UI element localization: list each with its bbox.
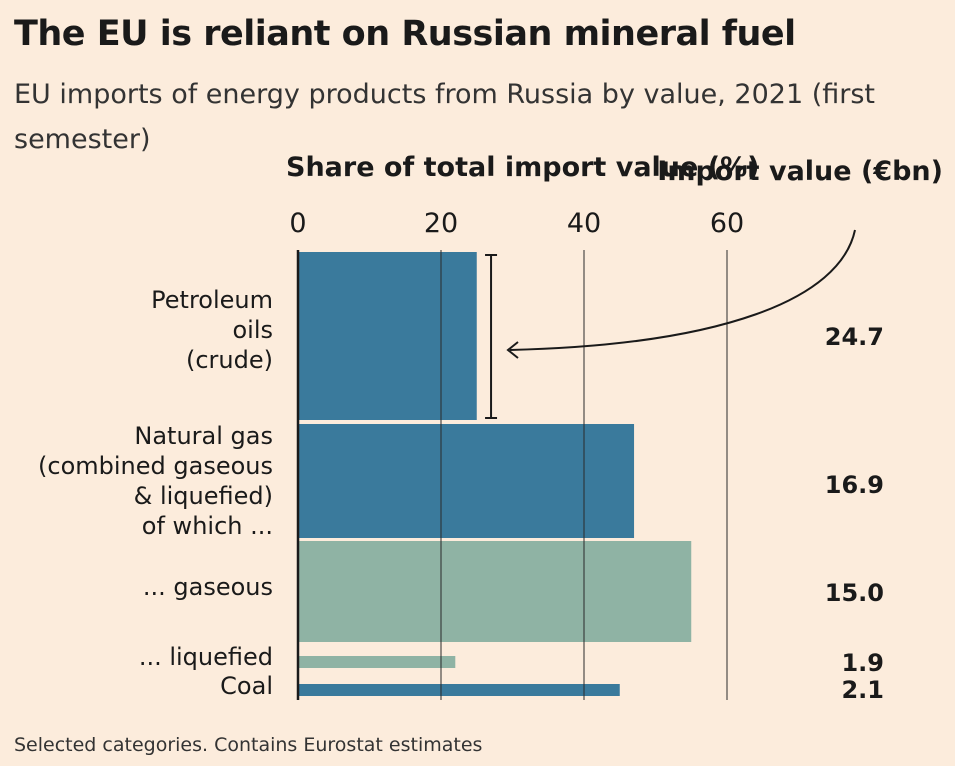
- bar: [298, 424, 635, 538]
- x-tick-label: 0: [289, 208, 306, 239]
- category-label: Natural gas (combined gaseous & liquefied)…: [38, 422, 273, 540]
- x-tick-label: 60: [710, 208, 744, 239]
- category-label: Petroleum oils (crude): [151, 286, 273, 374]
- import-value-label: 2.1: [841, 676, 884, 704]
- error-bar: [485, 254, 498, 419]
- chart-title: The EU is reliant on Russian mineral fue…: [14, 14, 796, 54]
- import-value-column-label: Import value (€bn): [657, 156, 943, 187]
- bar: [298, 656, 456, 668]
- import-value-label: 15.0: [825, 579, 884, 607]
- x-axis-label: Share of total import value (%): [286, 152, 760, 183]
- category-label: Coal: [220, 672, 273, 700]
- callout-arrow: [509, 229, 856, 351]
- bar: [298, 684, 620, 696]
- import-value-label: 24.7: [825, 323, 884, 351]
- category-label: ... gaseous: [143, 573, 273, 601]
- bar: [298, 541, 692, 642]
- bar: [298, 252, 477, 420]
- x-tick-label: 40: [567, 208, 601, 239]
- footnote: Selected categories. Contains Eurostat e…: [14, 734, 483, 756]
- import-value-label: 1.9: [841, 649, 884, 677]
- chart-subtitle: EU imports of energy products from Russi…: [14, 79, 876, 155]
- category-label: ... liquefied: [139, 643, 273, 671]
- callout-arrowhead: [506, 341, 519, 359]
- import-value-label: 16.9: [825, 471, 884, 499]
- x-tick-label: 20: [424, 208, 458, 239]
